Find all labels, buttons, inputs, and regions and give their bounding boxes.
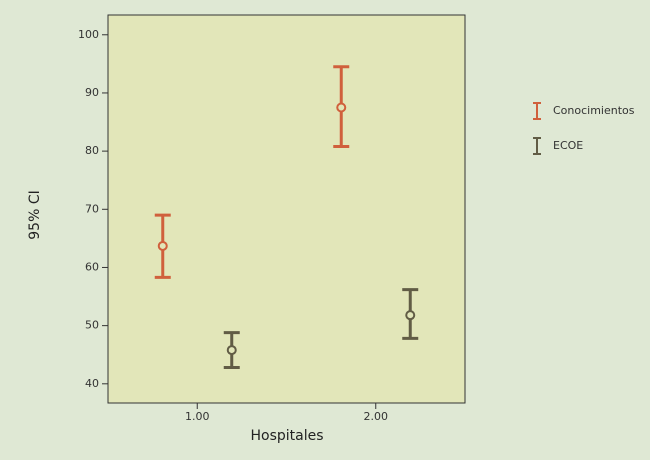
y-tick-label: 80 — [85, 144, 99, 157]
y-tick-label: 50 — [85, 319, 99, 332]
x-axis-title: Hospitales — [250, 428, 323, 444]
mean-marker — [157, 240, 168, 251]
y-tick-label: 100 — [78, 28, 99, 41]
y-tick-label: 70 — [85, 202, 99, 215]
mean-marker — [336, 102, 347, 113]
y-tick-label: 90 — [85, 86, 99, 99]
x-tick-label: 1.00 — [185, 410, 210, 423]
legend-label: Conocimientos — [553, 104, 635, 117]
legend-label: ECOE — [553, 139, 583, 152]
x-tick-label: 2.00 — [364, 410, 389, 423]
y-axis-title: 95% CI — [27, 190, 43, 239]
y-tick-label: 60 — [85, 260, 99, 273]
mean-marker — [405, 310, 416, 321]
mean-marker — [226, 345, 237, 356]
y-tick-label: 40 — [85, 377, 99, 390]
plot-area — [107, 14, 466, 404]
